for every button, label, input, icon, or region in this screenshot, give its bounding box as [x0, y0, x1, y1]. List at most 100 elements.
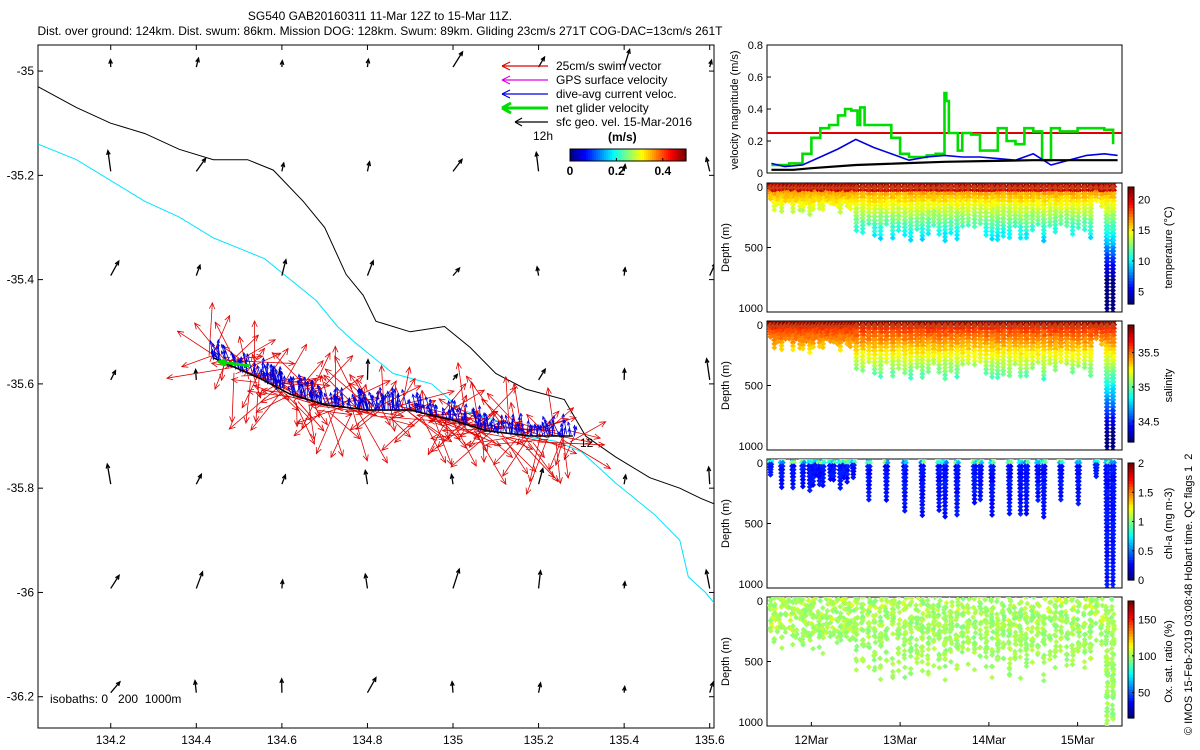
profile-sample: [995, 360, 1001, 367]
profile-sample: [1105, 212, 1112, 219]
colorbar-cell: [584, 149, 587, 161]
swim-vector: [330, 412, 353, 458]
profile-sample: [976, 321, 984, 330]
swim-vector-head: [484, 441, 492, 448]
swim-vector-head: [243, 416, 250, 424]
dac-vector: [492, 417, 496, 433]
dac-vector-head: [432, 403, 436, 408]
profile-sample: [983, 370, 989, 376]
sfc-velocity-arrow-head: [115, 574, 120, 580]
map-x-tick-label: 134.2: [96, 733, 126, 747]
profile-sample: [1104, 443, 1110, 450]
profile-colorbar-cell: [1128, 336, 1134, 341]
profile-sample: [878, 355, 884, 361]
swim-vector: [493, 438, 518, 466]
map-legend: 25cm/s swim vector GPS surface velocity …: [501, 59, 692, 144]
swim-vector-head: [241, 401, 248, 409]
dac-vector-head: [482, 421, 486, 426]
dac-vector-head: [297, 373, 302, 378]
profile-sample: [853, 220, 860, 226]
profile-sample: [931, 218, 937, 225]
dac-vector-head: [362, 395, 366, 401]
swim-vector: [445, 420, 449, 439]
dac-vector-head: [541, 422, 545, 427]
profile-sample: [852, 183, 860, 192]
dac-vector: [391, 400, 394, 409]
profile-sample: [1052, 225, 1059, 232]
sfc-velocity-arrow: [452, 267, 461, 277]
sfc-velocity-arrow-head: [279, 578, 285, 585]
profile-sample: [1030, 190, 1037, 197]
profile-sample: [989, 362, 996, 369]
swim-vector-head: [440, 456, 447, 464]
colorbar-cell: [574, 149, 577, 161]
track-end-label: 12: [580, 436, 594, 450]
sfc-velocity-arrow: [452, 159, 463, 172]
profile-sample: [1024, 191, 1031, 197]
sfc-velocity-arrow-head: [537, 681, 543, 688]
dac-vector-head: [216, 342, 220, 347]
dac-vector-head: [297, 382, 302, 388]
dac-vector-head: [546, 422, 550, 428]
swim-vector-head: [470, 459, 477, 467]
dac-vector-head: [561, 413, 565, 418]
swim-vector: [526, 439, 548, 495]
dac-vector-head: [287, 378, 292, 383]
profile-sample: [860, 215, 866, 222]
swim-vector-head: [468, 440, 476, 449]
swim-vector: [502, 437, 529, 477]
swim-vector-head: [250, 423, 257, 431]
profile-sample: [1058, 217, 1064, 223]
profile-colorbar-cell: [1128, 201, 1134, 206]
colorbar-tick-label: 0.4: [654, 164, 671, 178]
swim-vector-head: [452, 405, 460, 412]
dac-vector-head: [451, 407, 455, 413]
dac-vector-head: [269, 363, 273, 368]
colorbar-cell: [570, 149, 573, 161]
sfc-velocity-arrow-head: [111, 369, 117, 376]
profile-sample: [1047, 219, 1053, 225]
profile-sample: [936, 227, 943, 234]
swim-vector-head: [552, 475, 559, 483]
dac-vector-head: [447, 408, 451, 414]
dac-vector: [520, 413, 524, 435]
swim-vector-head: [428, 417, 436, 424]
profile-sample: [982, 321, 990, 330]
swim-vector-head: [361, 383, 368, 391]
sfc-velocity-arrow-head: [540, 55, 546, 62]
swim-vector-head: [464, 416, 472, 423]
profile-sample: [947, 321, 955, 330]
profile-colorbar-cell: [1128, 254, 1134, 258]
sfc-velocity-arrow-head: [541, 367, 547, 374]
profile-colorbar-cell: [1128, 207, 1134, 211]
profile-sample: [1109, 321, 1117, 330]
swim-vector-head: [253, 415, 260, 423]
profile-colorbar-cell: [1128, 295, 1134, 299]
sfc-velocity-arrow: [535, 152, 540, 172]
dac-vector: [426, 405, 428, 414]
dac-vector-head: [265, 364, 269, 370]
dac-vector-head: [356, 388, 361, 393]
dac-vector-head: [383, 393, 388, 398]
dac-vector-head: [291, 385, 296, 390]
profile-sample: [1075, 217, 1082, 224]
profile-sample: [878, 329, 885, 335]
profile-sample: [936, 369, 942, 376]
profile-sample: [1047, 353, 1054, 360]
dac-vector-head: [335, 386, 339, 391]
dac-vector-head: [333, 388, 337, 393]
profile-sample: [919, 360, 926, 367]
profile-sample: [948, 368, 954, 374]
dac-vector: [276, 373, 280, 387]
colorbar-cell: [616, 149, 619, 161]
sfc-velocity-arrow: [451, 681, 454, 693]
profile-sample: [909, 190, 915, 197]
swim-vector-head: [548, 471, 555, 479]
map-x-axis: 134.2 134.4 134.6 134.8 135 135.2 135.4 135.6: [96, 45, 725, 747]
profile-sample: [1042, 332, 1048, 339]
profile-sample: [854, 191, 861, 197]
profile-colorbar-cell: [1128, 406, 1134, 411]
swim-vector: [532, 442, 545, 458]
swim-vector-head: [453, 433, 461, 440]
